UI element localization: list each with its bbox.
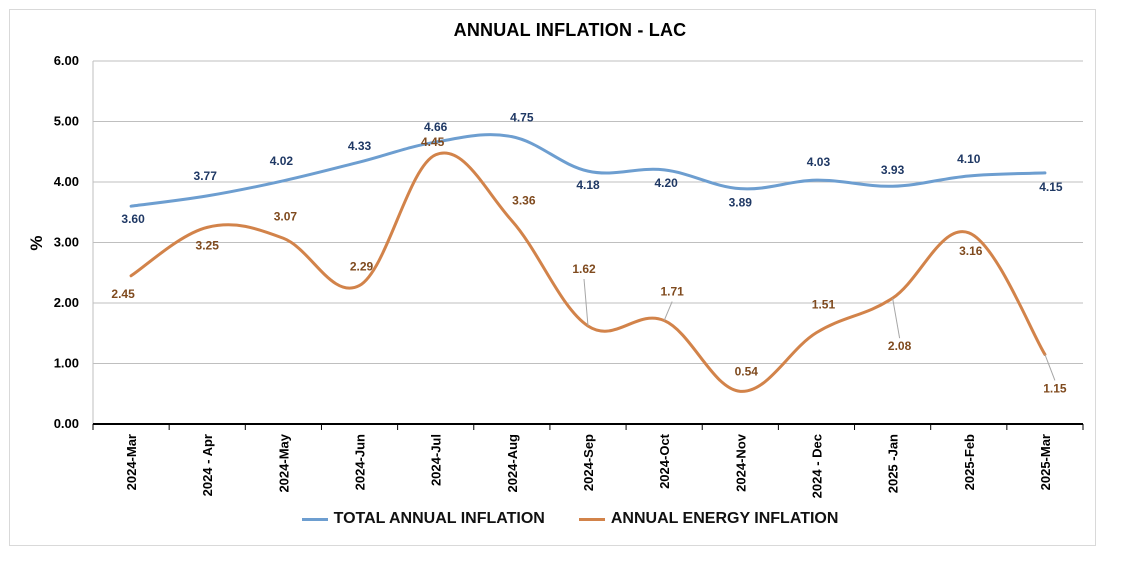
x-tick-label: 2024 - Dec	[809, 434, 824, 498]
data-label-leader	[892, 298, 901, 339]
total-data-label: 3.60	[121, 212, 145, 226]
total-data-label: 4.66	[424, 120, 448, 134]
energy-data-label: 3.16	[959, 244, 983, 258]
energy-data-label: 3.07	[274, 209, 298, 223]
energy-data-label: 1.51	[812, 298, 836, 312]
y-tick-label: 5.00	[54, 114, 79, 129]
y-tick-label: 0.00	[54, 416, 79, 431]
x-tick-label: 2024-Jun	[353, 434, 368, 490]
total-data-label: 3.77	[194, 169, 218, 183]
x-tick-label: 2024-Sep	[581, 434, 596, 491]
energy-data-label: 3.25	[196, 238, 220, 252]
data-label-leader	[663, 301, 673, 321]
total-data-label: 4.03	[807, 155, 831, 169]
x-tick-label: 2024-Jul	[429, 434, 444, 486]
data-label-leader	[583, 278, 589, 327]
energy-data-label: 4.45	[421, 135, 445, 149]
y-tick-label: 1.00	[54, 356, 79, 371]
total-data-label: 4.18	[576, 178, 600, 192]
energy-data-label: 2.08	[888, 339, 912, 353]
x-tick-label: 2025-Feb	[962, 434, 977, 490]
energy-inflation-line	[129, 151, 1047, 393]
y-tick-label: 3.00	[54, 235, 79, 250]
x-tick-label: 2024 - Apr	[200, 434, 215, 496]
legend-label-total: TOTAL ANNUAL INFLATION	[333, 510, 545, 527]
data-label-leader	[1044, 354, 1056, 381]
legend-item-total: TOTAL ANNUAL INFLATION	[301, 510, 545, 528]
total-data-label: 3.93	[881, 163, 905, 177]
legend-item-energy: ANNUAL ENERGY INFLATION	[578, 510, 839, 528]
total-data-label: 4.10	[957, 152, 981, 166]
x-tick-label: 2025 -Jan	[886, 434, 901, 493]
total-data-label: 4.20	[654, 176, 678, 190]
total-data-label: 4.33	[348, 139, 372, 153]
y-tick-label: 6.00	[54, 53, 79, 68]
legend-swatch-energy	[578, 517, 605, 521]
total-data-label: 4.02	[270, 154, 294, 168]
x-tick-label: 2024-Aug	[505, 434, 520, 493]
x-tick-label: 2024-Oct	[657, 433, 672, 489]
legend-swatch-total	[301, 517, 328, 521]
energy-data-label: 3.36	[512, 194, 536, 208]
x-tick-label: 2024-Mar	[124, 434, 139, 490]
energy-data-label: 1.71	[660, 285, 684, 299]
total-inflation-line	[129, 133, 1047, 208]
energy-data-label: 1.15	[1043, 381, 1067, 395]
x-tick-label: 2025-Mar	[1038, 434, 1053, 490]
energy-data-label: 2.45	[111, 287, 135, 301]
energy-data-label: 1.62	[572, 262, 596, 276]
total-data-label: 4.15	[1039, 180, 1063, 194]
energy-data-label: 0.54	[735, 364, 759, 378]
x-tick-label: 2024-May	[276, 433, 291, 492]
y-axis-label: %	[27, 235, 46, 250]
legend-label-energy: ANNUAL ENERGY INFLATION	[610, 510, 839, 527]
total-data-label: 4.75	[510, 111, 534, 125]
y-tick-label: 4.00	[54, 174, 79, 189]
chart-title: ANNUAL INFLATION - LAC	[453, 20, 687, 40]
energy-data-label: 2.29	[350, 259, 374, 273]
total-data-label: 3.89	[729, 196, 753, 210]
chart-legend: TOTAL ANNUAL INFLATION ANNUAL ENERGY INF…	[0, 510, 1140, 528]
x-tick-label: 2024-Nov	[733, 433, 748, 492]
y-tick-label: 2.00	[54, 295, 79, 310]
